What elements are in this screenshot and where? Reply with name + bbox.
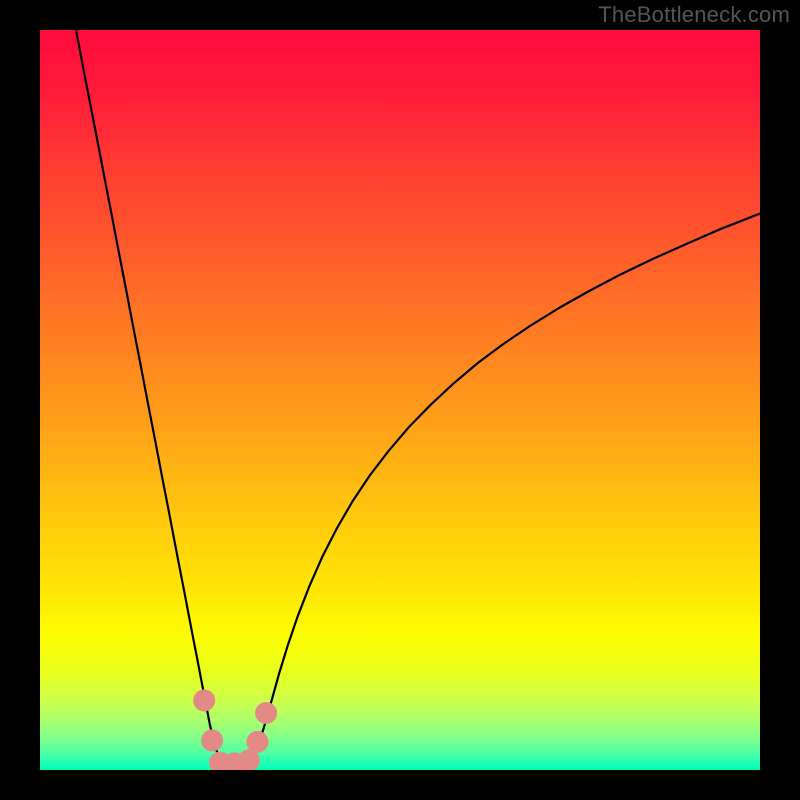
curve-marker xyxy=(201,729,223,751)
curve-marker xyxy=(193,689,215,711)
curve-marker xyxy=(246,731,268,753)
watermark-text: TheBottleneck.com xyxy=(598,2,790,28)
curve-marker xyxy=(255,702,277,724)
bottleneck-chart xyxy=(0,0,800,800)
chart-stage: TheBottleneck.com xyxy=(0,0,800,800)
